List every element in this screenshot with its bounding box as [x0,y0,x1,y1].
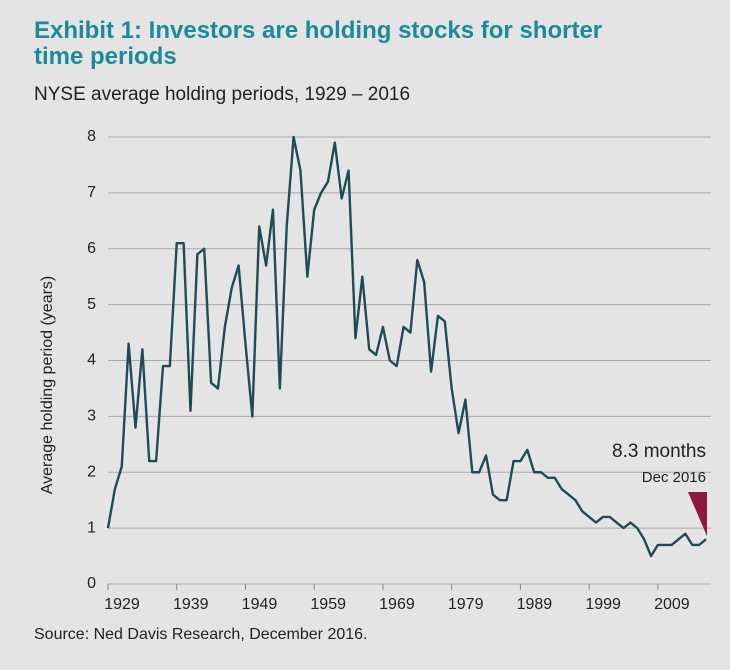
source-note: Source: Ned Davis Research, December 201… [34,626,368,643]
y-tick-label: 7 [87,184,96,201]
y-tick-label: 3 [87,408,96,425]
y-tick-label: 2 [87,463,96,480]
axes: 0 1 2 3 4 5 6 7 8 1929 1939 1949 1959 1969 1979 1989 199… [87,128,711,613]
annotation: 8.3 months [612,441,706,462]
x-tick-label: 1999 [585,596,621,613]
y-tick-label: 8 [87,128,96,145]
y-tick-label: 5 [87,296,96,313]
chart-subtitle: NYSE average holding periods, 1929 – 201… [34,84,411,105]
x-tick-label: 1969 [379,596,415,613]
y-tick-label: 4 [87,352,96,369]
x-tick-label: 1959 [310,596,346,613]
y-axis-label: Average holding period (years) [39,276,56,495]
x-tick-label: 2009 [654,596,690,613]
x-tick-label: 1989 [517,596,553,613]
annotation-date: Dec 2016 [642,469,706,486]
chart-title: Exhibit 1: Investors are holding stocks … [34,17,603,70]
x-tick-label: 1939 [173,596,209,613]
x-tick-label: 1949 [242,596,278,613]
y-tick-label: 1 [87,519,96,536]
y-tick-label: 6 [87,240,96,257]
data-line [106,135,707,558]
x-tick-label: 1929 [104,596,140,613]
y-tick-label: 0 [87,575,96,592]
x-tick-label: 1979 [448,596,484,613]
annotation-marker [688,492,707,536]
